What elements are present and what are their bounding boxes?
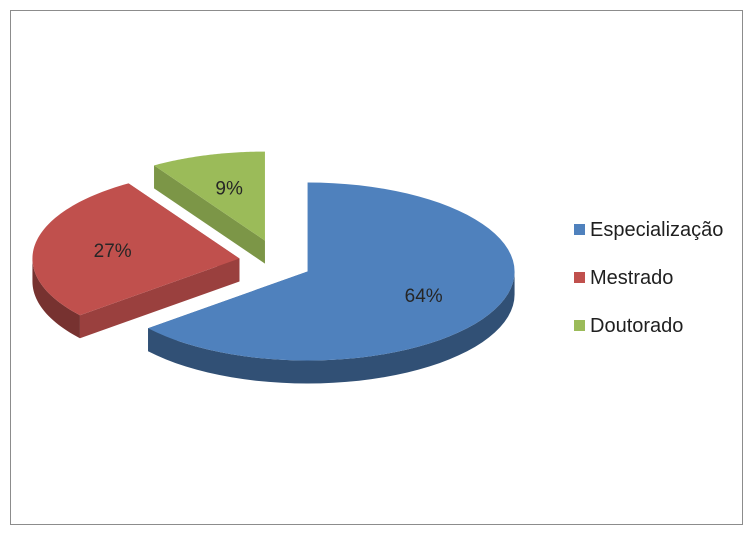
legend-item-especializacao: Especialização — [574, 219, 723, 241]
legend-swatch-doutorado — [574, 320, 585, 331]
slice-especializacao-side — [148, 271, 515, 384]
slice-mestrado-side — [32, 258, 80, 339]
slice-especializacao — [148, 182, 515, 384]
slice-especializacao-top — [148, 182, 515, 361]
legend: Especialização Mestrado Doutorado — [574, 219, 723, 337]
pie-slices — [32, 151, 515, 384]
slice-mestrado — [32, 183, 240, 339]
slice-doutorado-wall-1 — [154, 165, 265, 264]
slice-especializacao-label: 64% — [405, 286, 443, 307]
slice-labels: 64% 27% 9% — [94, 179, 443, 307]
slice-doutorado-label: 9% — [215, 179, 243, 200]
slice-mestrado-wall-1 — [79, 258, 240, 339]
slice-doutorado — [154, 151, 265, 264]
legend-label-mestrado: Mestrado — [590, 267, 673, 289]
legend-item-doutorado: Doutorado — [574, 315, 683, 337]
slice-doutorado-top — [154, 151, 265, 241]
legend-label-doutorado: Doutorado — [590, 315, 683, 337]
legend-label-especializacao: Especialização — [590, 219, 723, 241]
legend-swatch-mestrado — [574, 272, 585, 283]
slice-mestrado-label: 27% — [94, 241, 132, 262]
slice-mestrado-top — [32, 183, 240, 316]
legend-swatch-especializacao — [574, 224, 585, 235]
legend-item-mestrado: Mestrado — [574, 267, 673, 289]
